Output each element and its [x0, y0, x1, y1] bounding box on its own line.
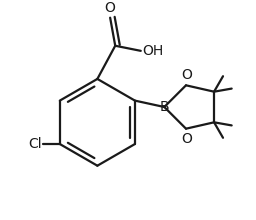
- Text: O: O: [181, 68, 192, 82]
- Text: O: O: [181, 132, 192, 146]
- Text: Cl: Cl: [28, 137, 41, 151]
- Text: O: O: [105, 1, 115, 15]
- Text: OH: OH: [142, 44, 163, 58]
- Text: B: B: [159, 100, 169, 114]
